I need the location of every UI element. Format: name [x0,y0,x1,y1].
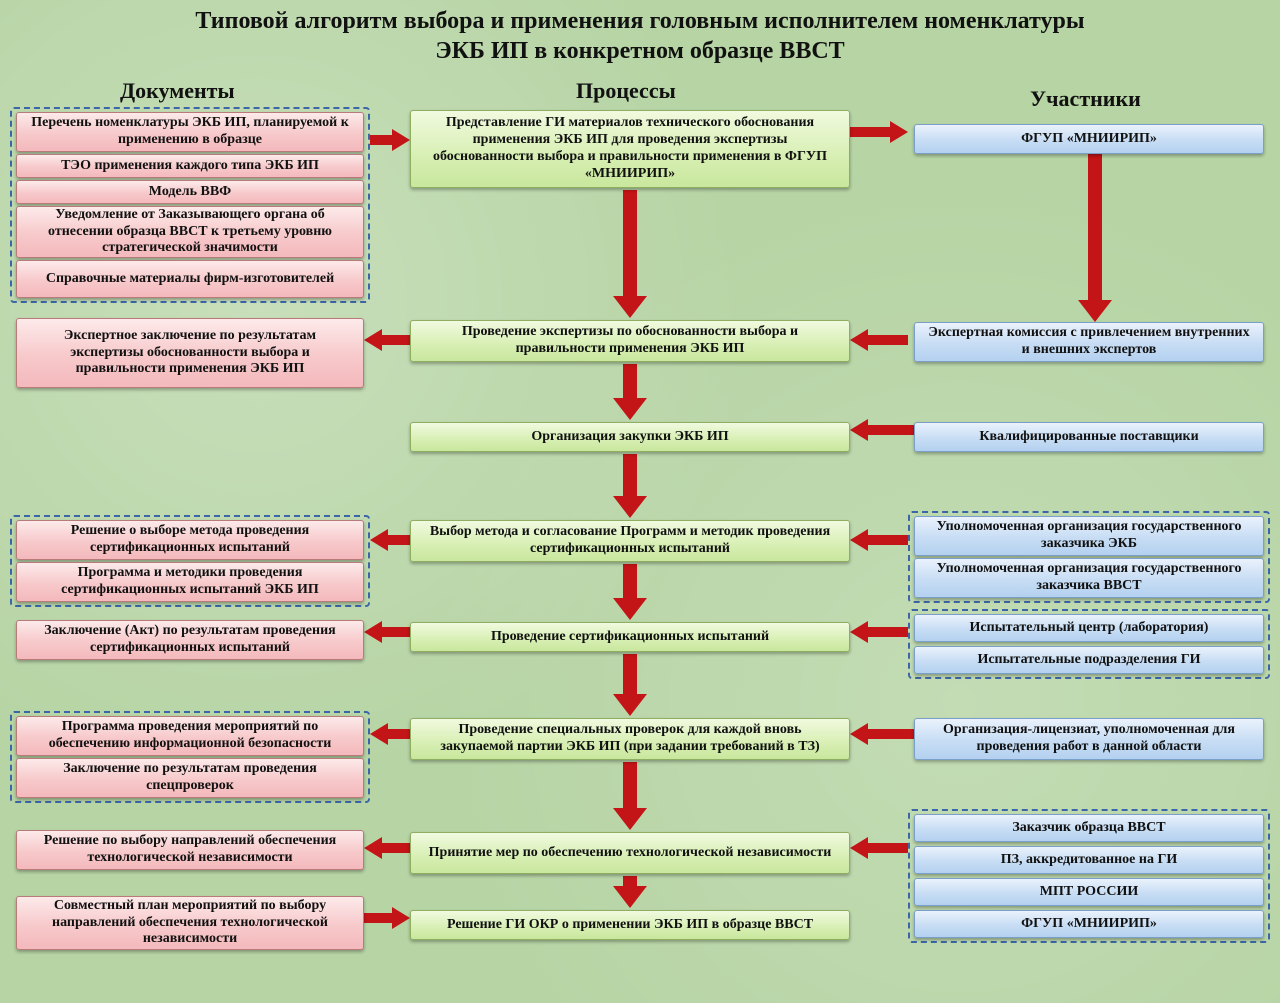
v-arrow-va5 [615,654,645,716]
proc-box-p8: Решение ГИ ОКР о применении ЭКБ ИП в обр… [410,910,850,940]
v-arrow-va6 [615,762,645,830]
h-arrow-ha-u45-p4 [850,531,908,549]
proc-box-p5: Проведение сертификационных испытаний [410,622,850,652]
col-label-parts: Участники [1030,86,1141,112]
doc-box-d1: Перечень номенклатуры ЭКБ ИП, планируемо… [16,112,364,152]
h-arrow-ha-d13-p8 [364,909,410,927]
proc-box-p2: Проведение экспертизы по обоснованности … [410,320,850,362]
v-arrow-va3 [615,454,645,518]
doc-box-d3: Модель ВВФ [16,180,364,204]
h-arrow-ha-u8-p6 [850,725,914,743]
h-arrow-ha-p5-d9 [364,623,410,641]
part-box-u10: ПЗ, аккредитованное на ГИ [914,846,1264,874]
diagram-title: Типовой алгоритм выбора и применения гол… [0,6,1280,66]
title-line-1: Типовой алгоритм выбора и применения гол… [195,8,1084,34]
proc-box-p1: Представление ГИ материалов технического… [410,110,850,188]
h-arrow-ha-u2-p2 [850,331,908,349]
h-arrow-ha-p2-d6 [364,331,410,349]
doc-box-d10: Программа проведения мероприятий по обес… [16,716,364,756]
h-arrow-ha-u67-p5 [850,623,908,641]
proc-box-p4: Выбор метода и согласование Программ и м… [410,520,850,562]
part-box-u12: ФГУП «МНИИРИП» [914,910,1264,938]
h-arrow-ha-d-p1 [370,131,410,149]
title-line-2: ЭКБ ИП в конкретном образце ВВСТ [435,38,844,64]
col-label-docs: Документы [120,78,235,104]
doc-box-d5: Справочные материалы фирм-изготовителей [16,260,364,298]
part-box-u9: Заказчик образца ВВСТ [914,814,1264,842]
h-arrow-ha-u3-p3 [850,421,914,439]
part-box-u5: Уполномоченная организация государственн… [914,558,1264,598]
part-box-u4: Уполномоченная организация государственн… [914,516,1264,556]
doc-box-d7: Решение о выборе метода проведения серти… [16,520,364,560]
doc-box-d11: Заключение по результатам проведения спе… [16,758,364,798]
doc-box-d13: Совместный план мероприятий по выбору на… [16,896,364,950]
v-arrow-va-u1-u2 [1080,154,1110,322]
h-arrow-ha-p4-d7 [370,531,410,549]
v-arrow-va4 [615,564,645,620]
proc-box-p6: Проведение специальных проверок для кажд… [410,718,850,760]
h-arrow-ha-p7-d12 [364,839,410,857]
doc-box-d6: Экспертное заключение по результатам экс… [16,318,364,388]
part-box-u2: Экспертная комиссия с привлечением внутр… [914,322,1264,362]
part-box-u8: Организация-лицензиат, уполномоченная дл… [914,718,1264,760]
proc-box-p3: Организация закупки ЭКБ ИП [410,422,850,452]
part-box-u7: Испытательные подразделения ГИ [914,646,1264,674]
v-arrow-va1 [615,190,645,318]
v-arrow-va2 [615,364,645,420]
h-arrow-ha-p1-u1 [850,123,908,141]
doc-box-d8: Программа и методики проведения сертифик… [16,562,364,602]
h-arrow-ha-u-p7 [850,839,908,857]
part-box-u1: ФГУП «МНИИРИП» [914,124,1264,154]
proc-box-p7: Принятие мер по обеспечению технологичес… [410,832,850,874]
part-box-u3: Квалифицированные поставщики [914,422,1264,452]
part-box-u11: МПТ РОССИИ [914,878,1264,906]
part-box-u6: Испытательный центр (лаборатория) [914,614,1264,642]
doc-box-d2: ТЭО применения каждого типа ЭКБ ИП [16,154,364,178]
doc-box-d12: Решение по выбору направлений обеспечени… [16,830,364,870]
v-arrow-va7 [615,876,645,908]
doc-box-d9: Заключение (Акт) по результатам проведен… [16,620,364,660]
h-arrow-ha-p6-d10 [370,725,410,743]
col-label-procs: Процессы [576,78,676,104]
doc-box-d4: Уведомление от Заказывающего органа об о… [16,206,364,258]
